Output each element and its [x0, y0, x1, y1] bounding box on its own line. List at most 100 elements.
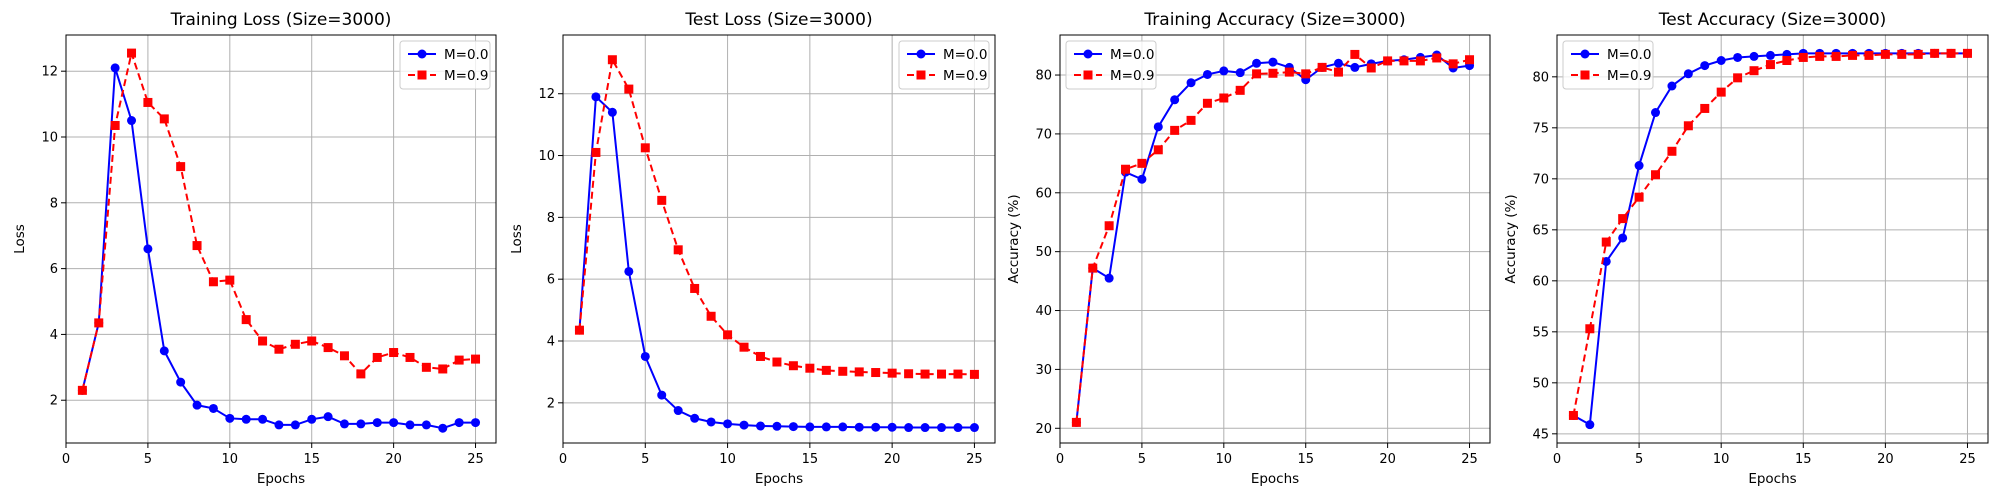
- data-point: [1733, 73, 1743, 83]
- x-tick-label: 5: [1138, 452, 1146, 467]
- x-tick-label: 10: [222, 452, 239, 467]
- data-point: [1815, 51, 1825, 61]
- x-tick-label: 0: [62, 452, 70, 467]
- data-point: [1268, 68, 1278, 78]
- data-point: [1104, 221, 1114, 231]
- data-point: [772, 357, 782, 367]
- data-point: [690, 283, 700, 293]
- chart-title: Training Accuracy (Size=3000): [1143, 10, 1405, 30]
- data-point: [1634, 192, 1644, 202]
- data-point: [673, 245, 683, 255]
- plot-frame: [1059, 34, 1491, 444]
- chart-panel-3: 0 5 10 15 20 25 20 30 40 50 60 70 80 Training Accurac…: [1006, 10, 1491, 487]
- data-point: [1962, 48, 1972, 58]
- y-tick-label: 60: [1532, 274, 1549, 289]
- data-point: [969, 423, 979, 433]
- data-point: [323, 343, 333, 353]
- data-point: [904, 369, 914, 379]
- data-point: [673, 406, 683, 416]
- data-point: [127, 48, 137, 58]
- x-tick-label: 15: [303, 452, 320, 467]
- y-tick-label: 12: [41, 65, 58, 80]
- data-point: [1252, 69, 1262, 79]
- data-point: [471, 418, 481, 428]
- data-point: [854, 367, 864, 377]
- data-point: [372, 418, 382, 428]
- data-point: [421, 420, 431, 430]
- x-tick-label: 20: [1379, 452, 1396, 467]
- legend-label: M=0.0: [444, 47, 488, 63]
- data-point: [739, 420, 749, 430]
- data-point: [241, 414, 251, 424]
- series-1: [1568, 48, 1972, 430]
- data-point: [887, 422, 897, 432]
- data-point: [624, 84, 634, 94]
- x-tick-label: 5: [144, 452, 152, 467]
- data-point: [1618, 233, 1628, 243]
- data-point: [1333, 67, 1343, 77]
- x-tick-label: 20: [1877, 452, 1894, 467]
- data-point: [1667, 146, 1677, 156]
- data-point: [887, 368, 897, 378]
- x-axis-label: Epochs: [1251, 471, 1299, 487]
- data-point: [1651, 108, 1661, 118]
- data-point: [1071, 417, 1081, 427]
- y-tick-label: 20: [1035, 422, 1052, 437]
- data-point: [1284, 67, 1294, 77]
- data-point: [225, 413, 235, 423]
- data-point: [969, 369, 979, 379]
- data-point: [454, 355, 464, 365]
- data-point: [1219, 66, 1229, 76]
- data-point: [1350, 49, 1360, 59]
- data-point: [192, 400, 202, 410]
- x-tick-label: 15: [1297, 452, 1314, 467]
- legend-marker: [1083, 70, 1093, 80]
- data-point: [920, 423, 930, 433]
- legend-label: M=0.0: [1607, 47, 1651, 63]
- x-tick-label: 0: [1056, 452, 1064, 467]
- data-point: [1568, 410, 1578, 420]
- legend-marker: [417, 70, 427, 80]
- series-line: [81, 67, 476, 430]
- x-tick-label: 5: [641, 452, 649, 467]
- data-point: [1153, 122, 1163, 132]
- x-tick-label: 10: [1713, 452, 1730, 467]
- data-point: [1448, 59, 1458, 69]
- data-point: [77, 385, 87, 395]
- data-point: [1333, 58, 1343, 68]
- series-line: [578, 94, 975, 429]
- y-tick-label: 4: [50, 328, 58, 343]
- data-point: [1683, 69, 1693, 79]
- data-point: [1897, 49, 1907, 59]
- data-point: [1186, 78, 1196, 88]
- data-point: [1170, 125, 1180, 135]
- chart-title: Test Accuracy (Size=3000): [1658, 10, 1887, 30]
- y-axis-label: Accuracy (%): [1503, 194, 1519, 283]
- chart-title: Training Loss (Size=3000): [170, 10, 392, 30]
- data-point: [1350, 62, 1360, 72]
- data-point: [838, 366, 848, 376]
- y-tick-label: 80: [1035, 69, 1052, 84]
- data-point: [1782, 56, 1792, 65]
- x-tick-label: 20: [385, 452, 402, 467]
- y-tick-label: 8: [547, 211, 555, 226]
- data-point: [471, 354, 481, 364]
- data-point: [1716, 87, 1726, 97]
- legend-label: M=0.0: [943, 47, 987, 63]
- y-tick-label: 80: [1532, 70, 1549, 85]
- y-tick-label: 70: [1532, 172, 1549, 187]
- x-tick-label: 15: [1795, 452, 1812, 467]
- data-point: [904, 423, 914, 433]
- data-point: [1765, 60, 1775, 70]
- data-point: [274, 344, 284, 354]
- plot-frame: [562, 34, 996, 444]
- data-point: [591, 147, 601, 157]
- data-point: [1383, 56, 1393, 66]
- data-point: [1317, 62, 1327, 72]
- data-point: [805, 363, 815, 373]
- x-tick-label: 0: [559, 452, 567, 467]
- data-point: [143, 244, 153, 254]
- x-tick-label: 25: [1959, 452, 1976, 467]
- data-point: [1432, 53, 1442, 63]
- series-line: [81, 49, 476, 391]
